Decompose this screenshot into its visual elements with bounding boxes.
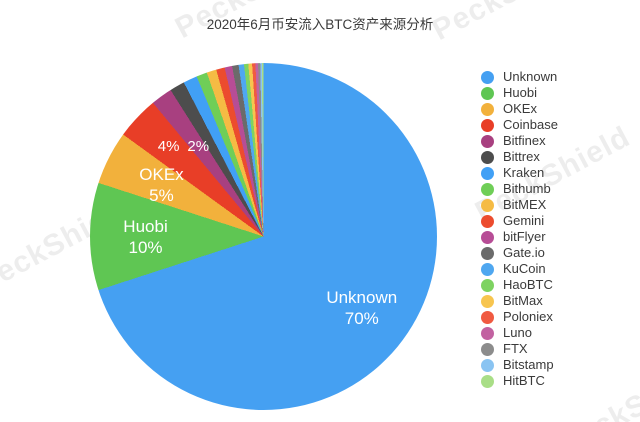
legend-item: Gemini	[481, 213, 558, 229]
legend-label: Gemini	[503, 213, 545, 228]
legend-label: Gate.io	[503, 245, 545, 260]
legend-label: HaoBTC	[503, 277, 553, 292]
legend-item: BitMEX	[481, 197, 558, 213]
legend-color-dot	[481, 262, 494, 276]
watermark: PeckShield	[553, 352, 640, 422]
legend-item: Coinbase	[481, 117, 558, 133]
legend-label: KuCoin	[503, 261, 546, 276]
legend-item: Bithumb	[481, 181, 558, 197]
legend-label: Poloniex	[503, 309, 553, 324]
legend-label: BitMax	[503, 293, 543, 308]
legend-label: Luno	[503, 325, 532, 340]
legend-item: FTX	[481, 341, 558, 357]
legend-color-dot	[481, 278, 494, 292]
legend-item: HaoBTC	[481, 277, 558, 293]
chart-title: 2020年6月币安流入BTC资产来源分析	[206, 17, 434, 32]
legend-color-dot	[481, 118, 494, 132]
legend-item: Poloniex	[481, 309, 558, 325]
legend: Unknown Huobi OKEx Coinbase Bitfinex Bit…	[481, 69, 558, 389]
legend-color-dot	[481, 182, 494, 196]
legend-color-dot	[481, 150, 494, 164]
legend-color-dot	[481, 358, 494, 372]
legend-item: Bitstamp	[481, 357, 558, 373]
legend-color-dot	[481, 374, 494, 388]
legend-item: HitBTC	[481, 373, 558, 389]
legend-label: Kraken	[503, 165, 545, 180]
legend-color-dot	[481, 326, 494, 340]
legend-item: Bittrex	[481, 149, 558, 165]
legend-label: bitFlyer	[503, 229, 546, 244]
legend-item: Unknown	[481, 69, 558, 85]
legend-item: Luno	[481, 325, 558, 341]
legend-item: Gate.io	[481, 245, 558, 261]
legend-item: Huobi	[481, 85, 558, 101]
legend-color-dot	[481, 198, 494, 212]
legend-item: KuCoin	[481, 261, 558, 277]
legend-color-dot	[481, 246, 494, 260]
legend-color-dot	[481, 134, 494, 148]
pie-chart	[90, 63, 437, 410]
legend-color-dot	[481, 86, 494, 100]
legend-color-dot	[481, 166, 494, 180]
legend-label: HitBTC	[503, 373, 545, 388]
legend-item: Kraken	[481, 165, 558, 181]
legend-label: Coinbase	[503, 117, 558, 132]
legend-color-dot	[481, 102, 494, 116]
legend-color-dot	[481, 310, 494, 324]
legend-label: Bittrex	[503, 149, 540, 164]
legend-color-dot	[481, 294, 494, 308]
legend-label: Bitstamp	[503, 357, 554, 372]
legend-item: bitFlyer	[481, 229, 558, 245]
legend-item: BitMax	[481, 293, 558, 309]
legend-label: BitMEX	[503, 197, 547, 212]
legend-label: FTX	[503, 341, 528, 356]
legend-label: Unknown	[503, 69, 558, 84]
legend-item: OKEx	[481, 101, 558, 117]
legend-color-dot	[481, 342, 494, 356]
legend-color-dot	[481, 214, 494, 228]
legend-label: OKEx	[503, 101, 537, 116]
legend-label: Bithumb	[503, 181, 551, 196]
legend-color-dot	[481, 230, 494, 244]
legend-color-dot	[481, 70, 494, 84]
legend-label: Bitfinex	[503, 133, 546, 148]
legend-item: Bitfinex	[481, 133, 558, 149]
legend-label: Huobi	[503, 85, 537, 100]
